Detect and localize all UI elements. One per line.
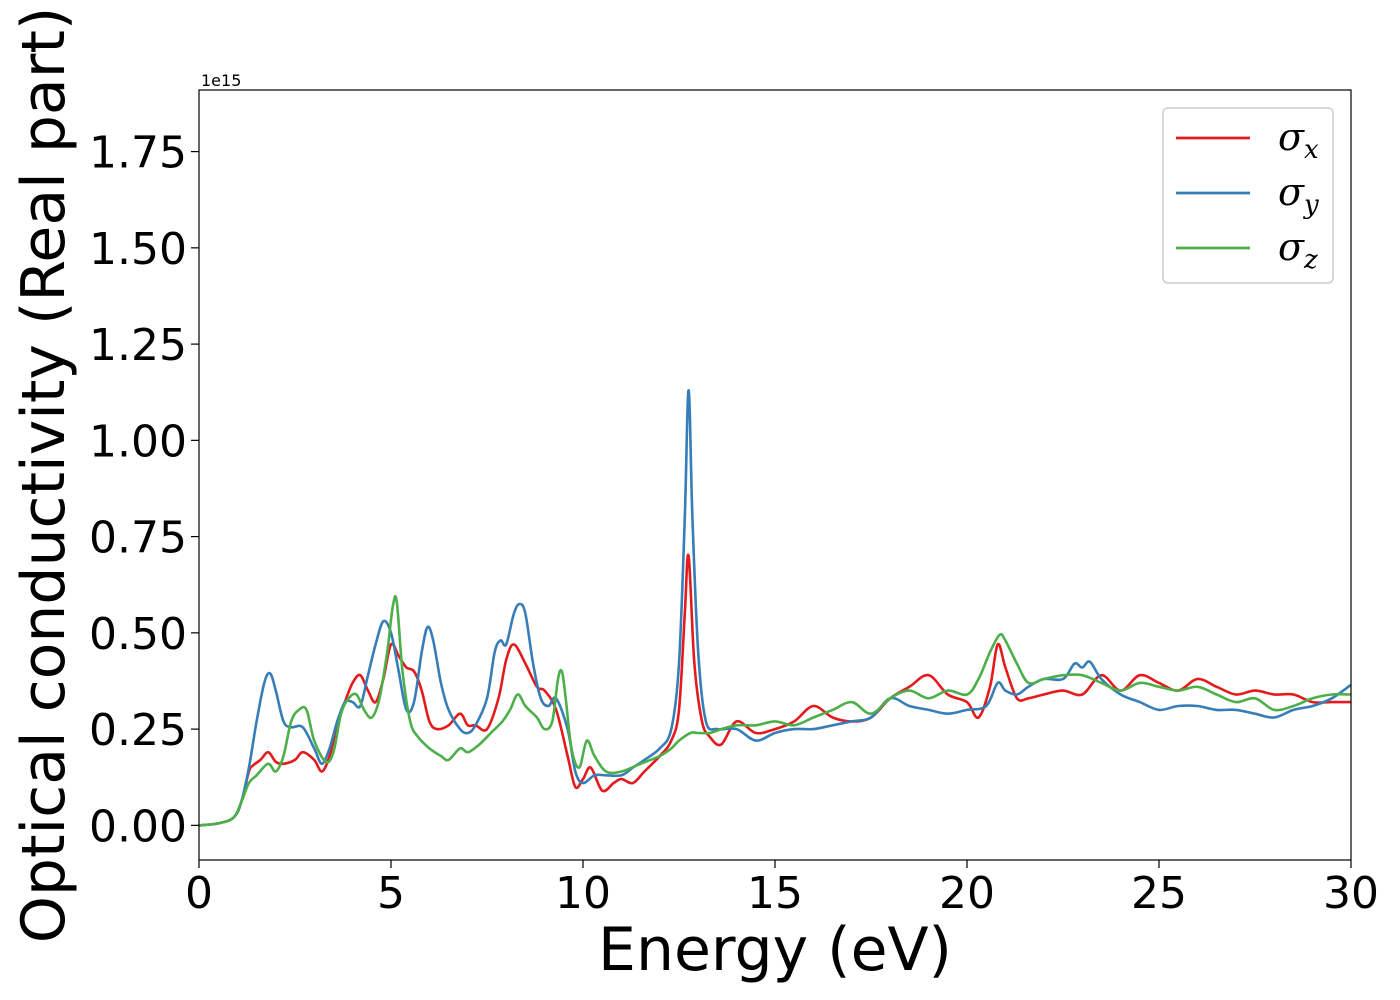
legend-label-x: σx — [1278, 115, 1319, 165]
y-tick-label: 0.50 — [89, 609, 187, 660]
x-axis-ticks: 0 5 10 15 20 25 30 — [185, 860, 1379, 919]
x-tick-label: 25 — [1131, 868, 1187, 919]
x-tick-label: 30 — [1323, 868, 1379, 919]
x-tick-label: 5 — [377, 868, 405, 919]
x-tick-label: 0 — [185, 868, 213, 919]
x-tick-label: 20 — [939, 868, 995, 919]
y-tick-label: 1.00 — [89, 416, 187, 467]
y-tick-label: 0.25 — [89, 705, 187, 756]
plot-lines — [198, 389, 1352, 827]
x-axis-label: Energy (eV) — [598, 915, 952, 985]
x-tick-label: 15 — [747, 868, 803, 919]
plot-frame — [198, 89, 1352, 861]
series-line-z — [198, 594, 1352, 827]
y-axis-label: Optical conductivity (Real part) — [9, 7, 79, 944]
legend-box — [1162, 107, 1334, 284]
y-tick-label: 1.50 — [89, 224, 187, 275]
legend-label-z: σz — [1278, 225, 1318, 275]
x-tick-label: 10 — [555, 868, 611, 919]
y-tick-label: 1.25 — [89, 320, 187, 371]
y-tick-label: 0.75 — [89, 513, 187, 564]
legend-label-y: σy — [1278, 170, 1319, 220]
y-axis-ticks: 0.00 0.25 0.50 0.75 1.00 1.25 1.50 1.75 — [89, 128, 199, 852]
y-tick-label: 0.00 — [89, 801, 187, 852]
y-offset-label: 1e15 — [201, 71, 241, 90]
series-line-y — [198, 389, 1352, 827]
y-tick-label: 1.75 — [89, 128, 187, 179]
